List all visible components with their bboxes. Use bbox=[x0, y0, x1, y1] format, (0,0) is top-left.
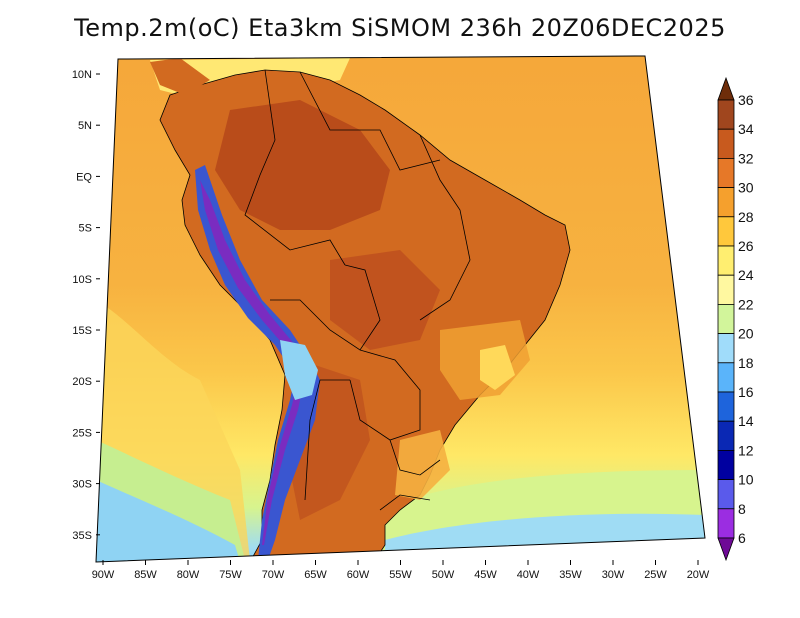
central-america-land bbox=[150, 58, 210, 95]
altiplano-zone bbox=[280, 340, 318, 400]
lon-label: 25W bbox=[644, 569, 667, 581]
lon-label: 60W bbox=[347, 569, 370, 581]
latitude-axis: 10N 5N EQ 5S 10S 15S 20S 25S 30S 35S bbox=[72, 69, 100, 542]
lat-label: 15S bbox=[72, 325, 92, 337]
colorbar-label: 18 bbox=[738, 355, 754, 371]
colorbar-segment bbox=[717, 157, 735, 188]
lat-label: 10S bbox=[72, 274, 92, 286]
amazon-hot-zone bbox=[215, 100, 390, 230]
colorbar-label: 28 bbox=[738, 209, 754, 225]
colorbar-label: 30 bbox=[738, 180, 754, 196]
lon-label: 35W bbox=[559, 569, 582, 581]
map-panel bbox=[96, 56, 705, 562]
map-frame bbox=[95, 55, 706, 563]
colorbar-label: 20 bbox=[738, 326, 754, 342]
colorbar-label: 12 bbox=[738, 442, 754, 458]
lon-label: 80W bbox=[177, 569, 200, 581]
lon-label: 55W bbox=[389, 569, 412, 581]
south-brazil-zone bbox=[395, 430, 450, 500]
lat-label: 35S bbox=[72, 530, 92, 542]
lon-label: 65W bbox=[304, 569, 327, 581]
lon-label: 50W bbox=[432, 569, 455, 581]
colorbar-segment bbox=[717, 508, 735, 539]
longitude-axis: 90W 85W 80W 75W 70W 65W 60W 55W 50W 45W 40W 35W 30W 2… bbox=[92, 560, 710, 581]
colorbar-segment bbox=[717, 362, 735, 393]
lat-label: 5S bbox=[79, 223, 92, 235]
colorbar-label: 10 bbox=[738, 472, 754, 488]
colorbar-segment bbox=[717, 420, 735, 451]
colorbar-segment bbox=[717, 245, 735, 276]
colorbar-label: 16 bbox=[738, 384, 754, 400]
lon-label: 90W bbox=[92, 569, 115, 581]
colorbar-segment bbox=[717, 333, 735, 364]
colorbar-segment bbox=[717, 216, 735, 247]
colorbar-label: 22 bbox=[738, 296, 754, 312]
colorbar-label: 32 bbox=[738, 150, 754, 166]
colorbar-segment bbox=[717, 99, 735, 130]
lat-label: 30S bbox=[72, 479, 92, 491]
lon-label: 30W bbox=[602, 569, 625, 581]
lon-label: 85W bbox=[134, 569, 157, 581]
colorbar-label: 24 bbox=[738, 267, 754, 283]
colorbar-label: 36 bbox=[738, 92, 754, 108]
colorbar: 36 34 32 30 28 26 24 22 20 18 16 14 12 10 8 6 bbox=[717, 76, 754, 562]
lon-label: 20W bbox=[687, 569, 710, 581]
lat-label: 20S bbox=[72, 376, 92, 388]
colorbar-segment bbox=[717, 479, 735, 510]
colorbar-segment bbox=[717, 187, 735, 218]
andes-coldest bbox=[200, 180, 305, 545]
map-title: Temp.2m(oC) Eta3km SiSMOM 236h 20Z06DEC2… bbox=[74, 14, 726, 42]
colorbar-segment bbox=[717, 303, 735, 334]
colorbar-label: 26 bbox=[738, 238, 754, 254]
colorbar-label: 14 bbox=[738, 413, 754, 429]
lon-label: 75W bbox=[219, 569, 242, 581]
colorbar-arrow-bottom bbox=[717, 537, 735, 562]
colorbar-segment bbox=[717, 128, 735, 159]
lon-label: 70W bbox=[262, 569, 285, 581]
lon-label: 45W bbox=[474, 569, 497, 581]
colorbar-label: 34 bbox=[738, 121, 754, 137]
central-hot-zone bbox=[330, 250, 440, 350]
colorbar-label: 6 bbox=[738, 530, 746, 546]
colorbar-segment bbox=[717, 391, 735, 422]
country-borders bbox=[244, 69, 471, 511]
pacific-coldest-zone bbox=[96, 480, 240, 562]
lat-label: 5N bbox=[78, 120, 92, 132]
highlands-cool-zone bbox=[480, 345, 515, 390]
colorbar-label: 8 bbox=[738, 501, 746, 517]
lat-label: 25S bbox=[72, 427, 92, 439]
lon-label: 40W bbox=[517, 569, 540, 581]
lat-label: EQ bbox=[76, 171, 92, 183]
colorbar-arrow-top bbox=[717, 76, 735, 101]
colorbar-segment bbox=[717, 449, 735, 480]
lat-label: 10N bbox=[72, 69, 92, 81]
colorbar-segment bbox=[717, 274, 735, 305]
